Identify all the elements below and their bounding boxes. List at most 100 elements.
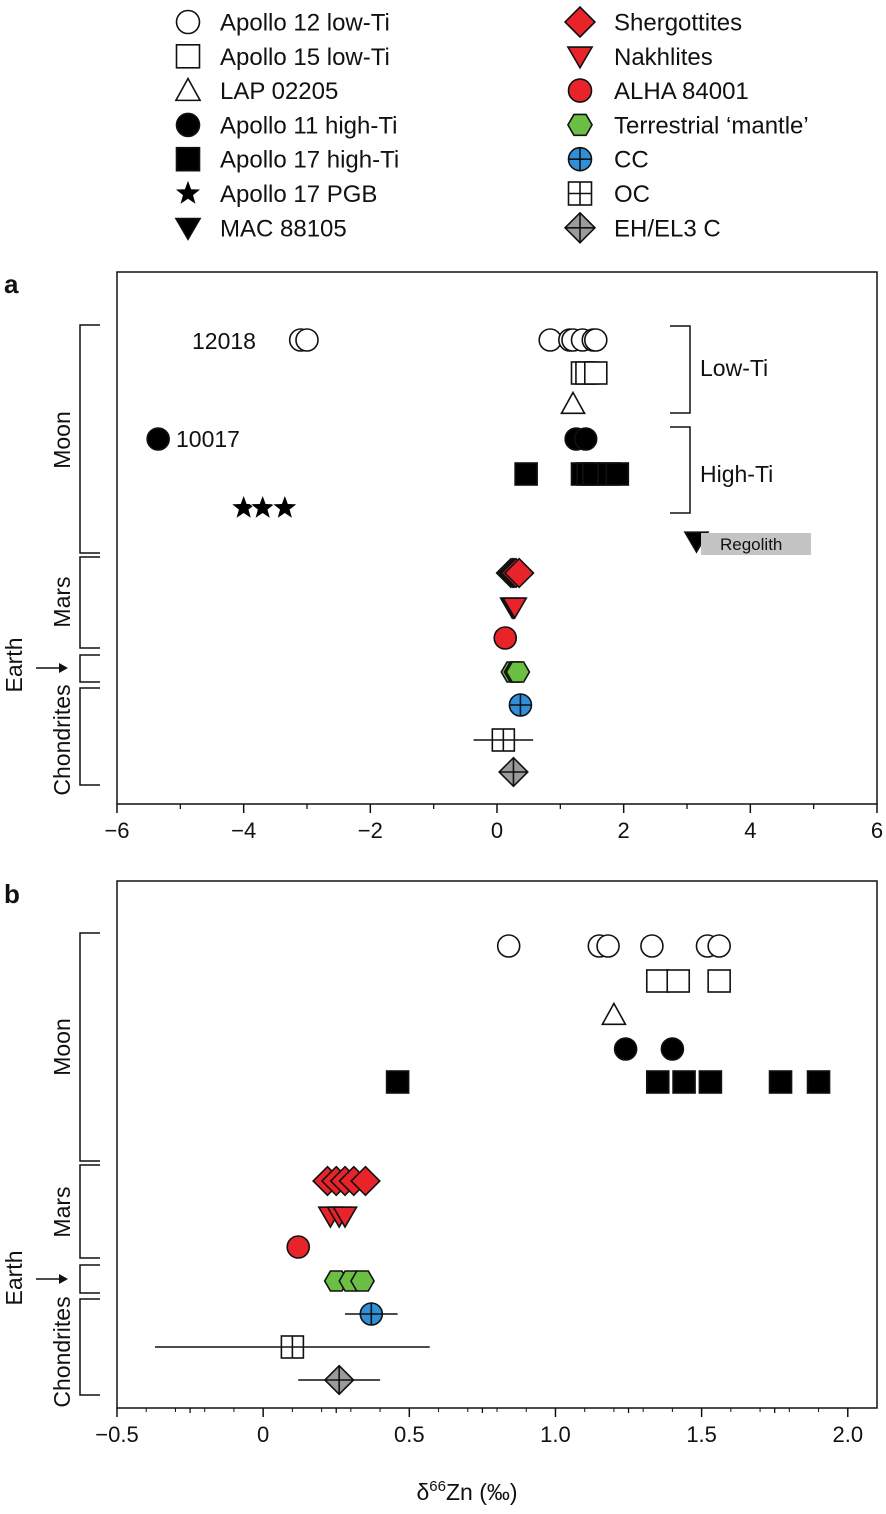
legend-item: Nakhlites [566,44,713,71]
low-ti-bracket [670,325,691,414]
data-point [350,1270,376,1292]
legend-item: Apollo 12 low-Ti [175,9,390,37]
filled-circle-icon [175,112,201,138]
regolith-band [701,533,811,555]
legend-label: Apollo 17 PGB [220,181,377,208]
data-point [672,1070,696,1094]
green-hexagon-icon [567,113,593,137]
x-tick-label: 2 [618,818,630,843]
data-point [501,597,528,620]
data-point [295,328,319,352]
earth-arrow-icon [36,663,68,673]
x-tick-label: 0 [491,818,503,843]
group-bracket-chondrites [79,687,100,786]
group-bracket-moon [79,932,100,1162]
earth-arrow-icon [36,1274,68,1284]
x-tick-label: 0.5 [394,1422,425,1447]
data-point [698,1070,723,1094]
group-label-chondrites: Chondrites [49,1296,75,1407]
data-point [505,661,531,683]
group-label-mars: Mars [49,576,75,627]
legend-item: EH/EL3 C [563,211,721,244]
legend-label: ALHA 84001 [614,78,749,105]
red-triangle-down-icon [566,46,594,70]
data-point [601,1001,627,1026]
x-tick-label: −4 [231,818,256,843]
label-low-ti: Low-Ti [700,355,768,381]
legend-label: Terrestrial ‘mantle’ [614,112,809,139]
legend-item: ALHA 84001 [567,78,749,105]
x-tick-label: −2 [358,818,383,843]
data-point [613,1037,638,1061]
red-circle-icon [567,78,593,103]
data-point [359,1302,384,1326]
data-point [350,1165,381,1197]
grey-diamond-plus-icon [563,211,597,244]
data-point [385,1070,410,1094]
data-point [660,1037,685,1061]
data-point [503,557,535,589]
legend-item: Terrestrial ‘mantle’ [567,112,809,139]
x-tick-label: −6 [104,818,129,843]
label-regolith: Regolith [720,535,782,554]
x-tick-label: 1.0 [540,1422,571,1447]
data-point [230,493,258,520]
data-point [768,1070,793,1094]
legend-item: Apollo 17 high-Ti [175,146,399,174]
data-point [605,462,630,486]
open-circle-icon [175,9,201,35]
star-icon [173,178,203,206]
data-point [514,462,538,486]
data-point [707,969,731,993]
legend-item: Apollo 17 PGB [173,178,377,208]
blue-circle-plus-icon [567,146,593,172]
x-tick-label: 4 [744,818,756,843]
group-bracket-mars [79,556,100,649]
legend-item: LAP 02205 [174,76,338,105]
data-point [249,493,277,520]
data-point [496,934,521,958]
group-label-moon: Moon [49,1018,75,1076]
legend-label: Shergottites [614,10,742,37]
legend-label: Nakhlites [614,44,713,71]
panel-b: b −0.5 0 0.5 1.0 1.5 2.0 δ66Zn (‰) [4,879,878,1505]
x-tick-label: 1.5 [686,1422,717,1447]
square-plus-icon [567,181,593,206]
panel-a-letter: a [4,269,19,299]
group-label-chondrites: Chondrites [49,684,75,795]
legend-label: Apollo 11 high-Ti [220,112,397,139]
data-point [498,756,529,788]
data-point [538,328,563,352]
data-point [573,427,598,451]
legend-label: EH/EL3 C [614,215,721,242]
legend-label: Apollo 15 low-Ti [220,44,390,71]
panel-b-points [155,934,831,1396]
data-point [806,1070,831,1094]
x-tick-label: 2.0 [832,1422,863,1447]
label-10017: 10017 [176,426,240,452]
panel-a-points [146,328,710,788]
group-bracket-earth [79,1264,100,1294]
panel-b-group-brackets [79,932,100,1396]
panel-b-letter: b [4,879,20,909]
panel-a-group-brackets [79,324,100,786]
filled-square-icon [175,146,201,172]
legend-label: OC [614,181,650,208]
legend: Apollo 12 low-Ti Apollo 15 low-Ti LAP 0220… [173,5,809,244]
legend-label: Apollo 17 high-Ti [220,147,399,174]
data-point [332,1206,358,1229]
group-label-mars: Mars [49,1186,75,1237]
filled-triangle-down-icon [174,217,202,241]
group-bracket-mars [79,1164,100,1259]
data-point [508,693,533,717]
group-label-earth: Earth [1,638,27,693]
legend-label: CC [614,147,649,174]
data-point [707,934,731,958]
data-point [286,1235,311,1259]
x-tick-label: 0 [257,1422,269,1447]
legend-item: OC [567,181,650,208]
panel-b-x-axis: −0.5 0 0.5 1.0 1.5 2.0 [95,1408,863,1447]
data-point [271,493,299,520]
data-point [560,390,586,415]
